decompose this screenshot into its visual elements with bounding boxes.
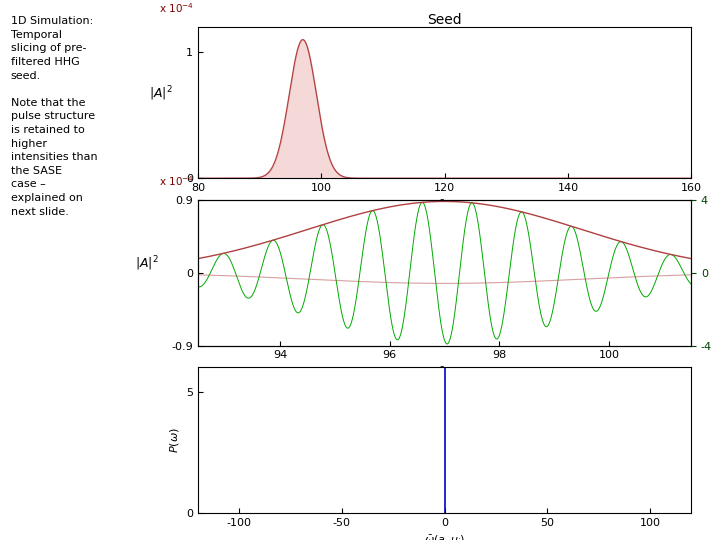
Title: Seed: Seed bbox=[427, 13, 462, 27]
X-axis label: $\bar{\omega}(a.u_i)$: $\bar{\omega}(a.u_i)$ bbox=[424, 534, 465, 540]
Text: x 10$^{-4}$: x 10$^{-4}$ bbox=[158, 174, 194, 188]
Y-axis label: $P(\omega)$: $P(\omega)$ bbox=[168, 427, 181, 453]
X-axis label: $\bar{z}_1$: $\bar{z}_1$ bbox=[438, 366, 451, 380]
X-axis label: $\bar{z}_1$: $\bar{z}_1$ bbox=[438, 199, 451, 213]
Text: 1D Simulation:
Temporal
slicing of pre-
filtered HHG
seed.

Note that the
pulse : 1D Simulation: Temporal slicing of pre- … bbox=[11, 16, 97, 217]
Text: x 10$^{-4}$: x 10$^{-4}$ bbox=[158, 1, 194, 15]
Y-axis label: $|A|^2$: $|A|^2$ bbox=[135, 254, 158, 273]
Y-axis label: $|A|^2$: $|A|^2$ bbox=[149, 84, 173, 103]
